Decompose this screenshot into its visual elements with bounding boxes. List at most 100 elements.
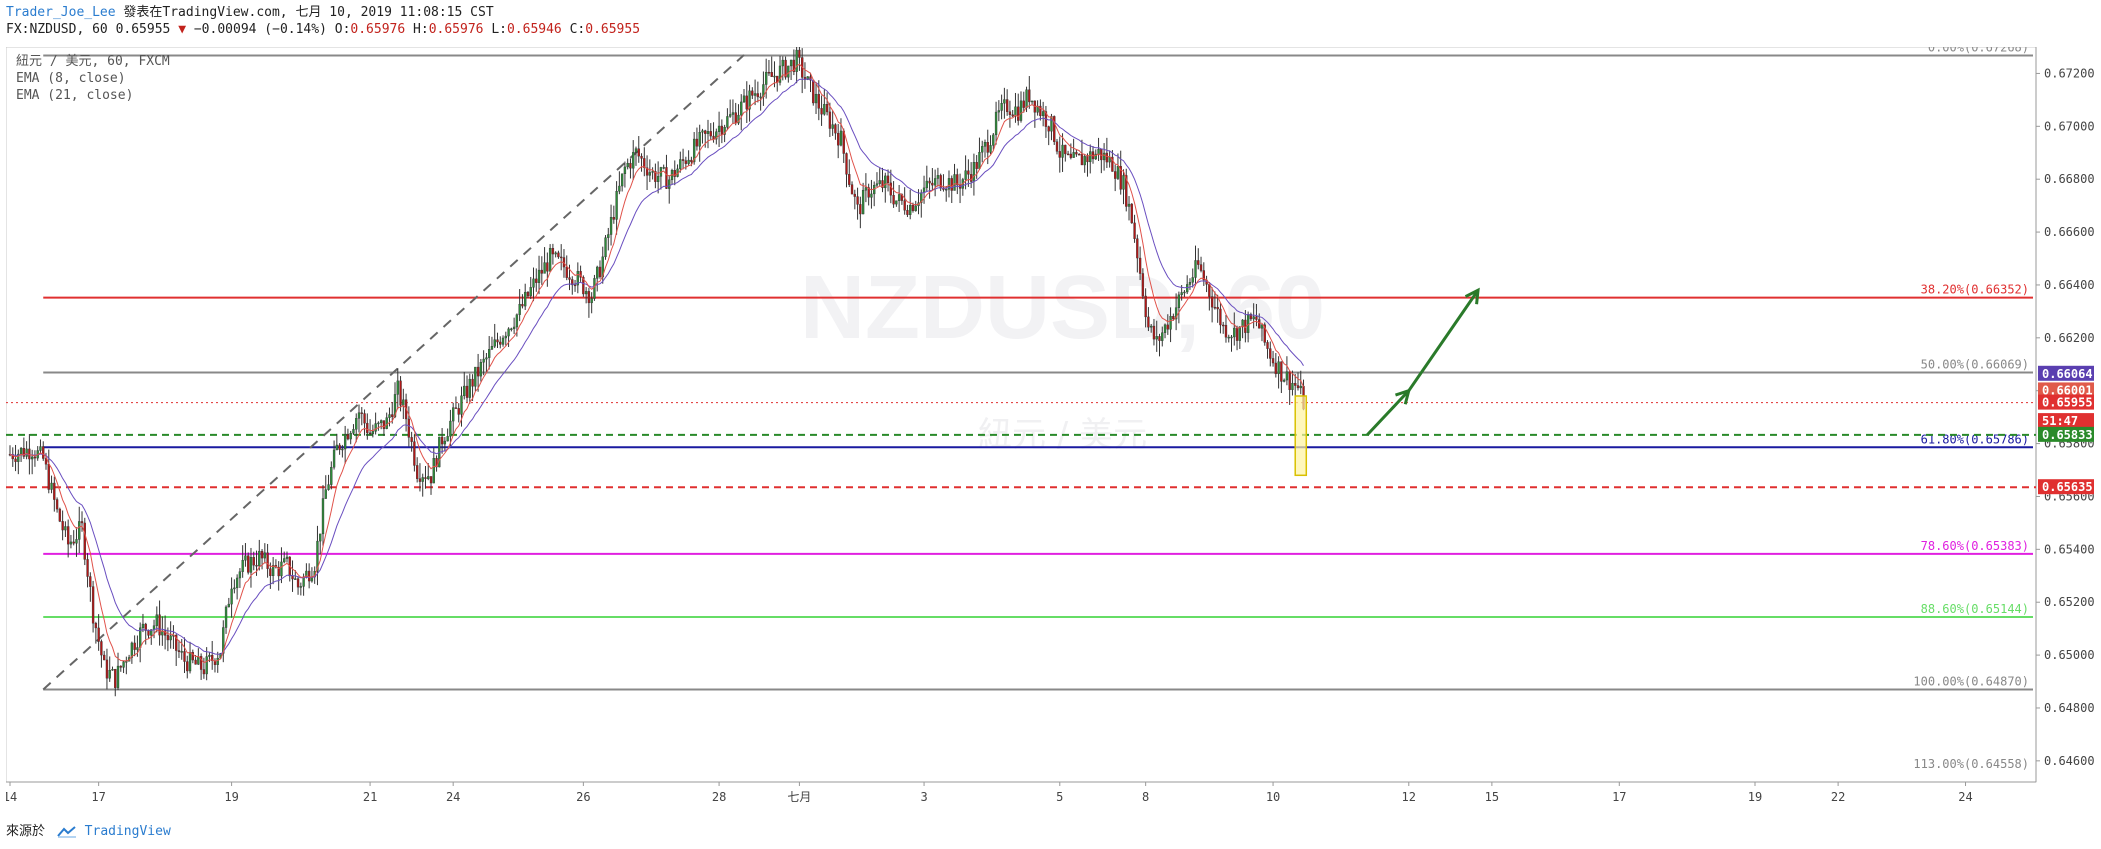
author-link[interactable]: Trader_Joe_Lee	[6, 5, 116, 20]
candle-body	[440, 436, 444, 445]
footer: 來源於 TradingView	[6, 820, 171, 839]
x-tick-label: 15	[1485, 790, 1499, 804]
candle-body	[1249, 314, 1253, 320]
fib-level-label: 50.00%(0.66069)	[1921, 357, 2029, 371]
candle-body	[1235, 327, 1239, 341]
candle-body	[1058, 151, 1061, 158]
price-label: 51:47	[2042, 414, 2078, 428]
fib-level-label: 78.60%(0.65383)	[1921, 539, 2029, 553]
price-label: 0.66064	[2042, 367, 2093, 381]
x-tick-label: 26	[576, 790, 590, 804]
candle-body	[576, 270, 579, 286]
candle-body	[543, 262, 546, 274]
candle-body	[22, 447, 26, 457]
candle-body	[363, 413, 366, 424]
candle-body	[698, 132, 701, 147]
candle-body	[878, 180, 881, 184]
candle-body	[692, 138, 696, 163]
candle-body	[756, 93, 760, 98]
candle-body	[205, 656, 208, 675]
candle-body	[283, 558, 286, 563]
candle-body	[230, 588, 233, 605]
candle-body	[1147, 316, 1150, 328]
candle-body	[460, 395, 463, 415]
ema21-line[interactable]	[9, 78, 1304, 655]
candle-body	[873, 185, 876, 195]
candle-body	[1222, 324, 1225, 327]
candle-body	[994, 111, 998, 136]
candle-body	[103, 654, 106, 661]
candle-body	[324, 489, 327, 499]
candle-body	[809, 76, 812, 81]
candle-body	[116, 665, 120, 688]
candle-body	[886, 175, 890, 184]
candle-body	[1061, 144, 1064, 158]
ema8-line[interactable]	[9, 63, 1304, 664]
candle-body	[734, 112, 737, 124]
trend-line[interactable]	[42, 54, 745, 691]
candle-body	[742, 95, 746, 103]
candle-body	[859, 204, 862, 215]
candle-body	[812, 79, 815, 104]
candle-body	[1119, 166, 1122, 190]
candle-body	[69, 541, 73, 545]
candle-body	[346, 434, 350, 440]
candle-body	[1089, 151, 1092, 163]
candle-body	[623, 166, 627, 175]
open-label: O:	[334, 22, 351, 37]
candle-body	[1138, 257, 1142, 274]
candle-body	[925, 180, 928, 189]
candle-body	[75, 539, 78, 544]
candle-body	[535, 278, 538, 283]
candle-body	[177, 650, 181, 653]
x-tick-label: 28	[712, 790, 726, 804]
candle-body	[330, 467, 333, 485]
candle-body	[643, 158, 646, 168]
candle-body	[701, 130, 704, 133]
candle-body	[17, 453, 20, 462]
low-label: L:	[491, 22, 507, 37]
candle-body	[39, 446, 42, 451]
candle-body	[385, 417, 388, 429]
target-box[interactable]	[1294, 395, 1308, 477]
candle-body	[765, 71, 768, 85]
tradingview-link[interactable]: TradingView	[84, 824, 171, 839]
candle-body	[1102, 152, 1106, 161]
candle-body	[1202, 270, 1205, 281]
legend-ema21[interactable]: EMA (21, close)	[16, 88, 134, 103]
candle-body	[83, 522, 86, 560]
candle-body	[596, 266, 599, 279]
candle-body	[914, 205, 917, 211]
candle-body	[1194, 260, 1197, 278]
candle-body	[1136, 238, 1139, 259]
candle-body	[247, 555, 250, 573]
candle-body	[260, 550, 264, 559]
legend-series[interactable]: 紐元 / 美元, 60, FXCM	[16, 54, 170, 69]
y-tick-label: 0.64800	[2044, 701, 2095, 715]
chart-area[interactable]: NZDUSD, 60 紐元 / 美元 0.67200 0.67000 0.66800 0.…	[6, 47, 2101, 810]
candle-body	[379, 420, 383, 424]
candle-body	[454, 407, 458, 409]
candle-body	[759, 96, 762, 99]
candle-body	[537, 269, 541, 283]
candle-body	[753, 93, 757, 96]
tradingview-logo-icon[interactable]	[57, 825, 77, 838]
candle-body	[560, 256, 563, 259]
candle-body	[238, 571, 242, 579]
y-tick-label: 0.66200	[2044, 331, 2095, 345]
candle-body	[906, 210, 909, 215]
candle-body	[715, 131, 718, 140]
candle-body	[1260, 324, 1264, 329]
candle-body	[1266, 342, 1269, 349]
legend-ema8[interactable]: EMA (8, close)	[16, 71, 126, 86]
candle-body	[972, 162, 976, 182]
candle-body	[1114, 171, 1117, 179]
candle-body	[512, 326, 516, 329]
price-label-bg	[2038, 413, 2094, 429]
candle-body	[488, 349, 491, 358]
candle-body	[479, 362, 483, 377]
candle-body	[884, 175, 887, 189]
candle-body	[551, 248, 555, 255]
candle-body	[795, 49, 798, 72]
